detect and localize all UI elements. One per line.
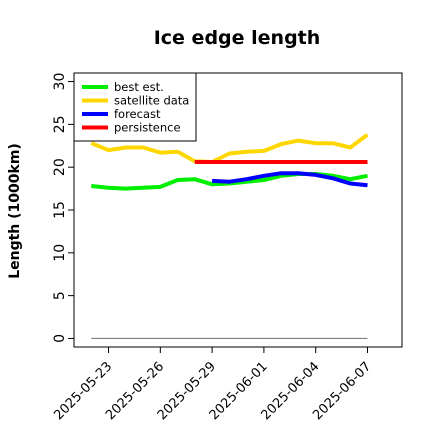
series-line-forecast (212, 171, 368, 188)
legend-label: best est. (114, 80, 164, 94)
y-tick-label: 0 (52, 334, 68, 343)
y-tick-label: 10 (52, 244, 68, 262)
series-line-satellite-data (90, 133, 369, 164)
chart-title: Ice edge length (154, 27, 321, 49)
y-axis-label: Length (1000km) (7, 143, 23, 279)
y-tick-label: 25 (52, 115, 68, 133)
legend-label: persistence (114, 121, 181, 135)
legend-box (73, 72, 197, 142)
legend: best est.satellite dataforecastpersisten… (73, 72, 197, 142)
legend-label: satellite data (114, 94, 189, 108)
y-tick-label: 30 (52, 73, 68, 91)
y-tick-label: 15 (52, 201, 68, 219)
legend-label: forecast (114, 107, 161, 121)
y-tick-label: 5 (52, 291, 68, 300)
y-tick-label: 20 (52, 158, 68, 176)
